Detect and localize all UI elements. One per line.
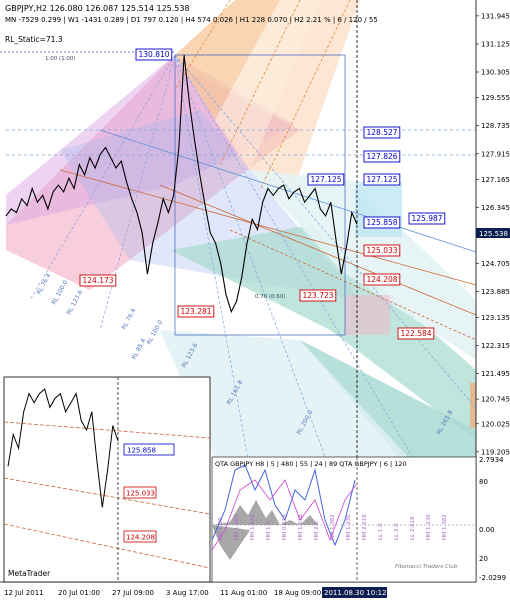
y-tick-label: 127.915	[481, 150, 510, 158]
y-tick-label: 124.705	[481, 260, 510, 268]
level-130810: 130.810	[139, 50, 170, 59]
header-line2: MN -7529 0.299 | W1 -1431 0.289 | D1 797…	[5, 16, 378, 24]
x-tick-label: 11 Aug 01:00	[220, 589, 267, 597]
osc-scale-80: 80	[479, 478, 488, 486]
fan-label: RL 76.4	[121, 307, 138, 331]
y-tick-label: 126.345	[481, 204, 510, 212]
inset-window[interactable]: 125.858 125.033 124.208 MetaTrader	[3, 376, 211, 583]
inset-price-line	[7, 388, 119, 508]
inset-label: MetaTrader	[8, 569, 51, 578]
fan-label: RL 123.6	[66, 289, 85, 316]
y-tick-label: 123.135	[481, 314, 510, 322]
level-127125-box	[363, 173, 401, 186]
header-line1: GBPJPY,H2 126.080 126.087 125.514 125.53…	[5, 4, 190, 13]
level-125987-box	[408, 212, 446, 225]
hh-label: HH 2.618	[362, 514, 368, 540]
oscillator-window[interactable]: QTA GBPJPY H8 | 5 | 480 | 55 | 24 | 89 Q…	[211, 456, 506, 583]
hh-label: HH 1.236	[346, 514, 352, 540]
x-tick-label: 12 Jul 2011	[4, 589, 44, 597]
hh-label: HH 1.00	[218, 517, 224, 540]
level-boxes: 130.810 128.527 127.826 127.125 127.125 125.9…	[79, 48, 446, 340]
y-tick-label: 127.165	[481, 176, 510, 184]
time-axis: 12 Jul 2011 20 Jul 01:00 27 Jul 09:00 3 Aug…	[4, 587, 387, 598]
level-124173-box	[79, 274, 117, 287]
hh-label: HH 2.0	[314, 521, 320, 540]
level-124208-box	[363, 273, 401, 286]
y-tick-label: 131.945	[481, 12, 510, 20]
zones	[6, 0, 476, 470]
level-125987: 125.987	[412, 214, 443, 223]
y-tick-label: 119.205	[481, 448, 510, 456]
level-125033: 125.033	[367, 246, 398, 255]
osc-scale-0: 0.00	[479, 526, 495, 534]
last-price-label: 125.538	[479, 230, 508, 238]
hh-label: HH 1.618	[250, 514, 256, 540]
osc-scale-bot: -2.0299	[479, 574, 506, 582]
y-tick-label: 129.555	[481, 94, 510, 102]
hh-label: HH 1.618	[298, 514, 304, 540]
x-tick-label: 3 Aug 17:00	[166, 589, 209, 597]
y-tick-label: 130.305	[481, 69, 510, 77]
hh-label: LL 3.0	[394, 523, 400, 540]
level-130810-box	[135, 48, 173, 61]
x-tick-label: 20 Jul 01:00	[58, 589, 100, 597]
level-125858-box	[363, 216, 401, 229]
inset-level-3: 124.208	[126, 534, 155, 542]
level-124173: 124.173	[83, 276, 114, 285]
level-122584: 122.584	[401, 329, 432, 338]
level-123281-box	[177, 305, 215, 318]
osc-scale-20: 20	[479, 555, 488, 563]
level-123723: 123.723	[303, 291, 334, 300]
hh-label: HH 0.618	[282, 514, 288, 540]
level-127125-b-box	[307, 173, 345, 186]
level-127826: 127.826	[367, 152, 398, 161]
level-122584-box	[397, 327, 435, 340]
y-tick-label: 122.315	[481, 342, 510, 350]
y-tick-label: 128.735	[481, 122, 510, 130]
x-tick-label: 27 Jul 09:00	[112, 589, 154, 597]
inner-fib-label: 0.70 (0.60)	[255, 294, 286, 300]
level-125033-box	[363, 244, 401, 257]
hh-label: LL 1.0	[378, 523, 384, 540]
x-tick-label: 18 Aug 09:00	[274, 589, 321, 597]
level-127125: 127.125	[367, 175, 398, 184]
y-tick-label: 131.125	[481, 40, 510, 48]
hh-label: HH 1.382	[330, 514, 336, 540]
x-tick-label: 2011.08.30 10:12	[324, 589, 386, 597]
level-123723-box	[299, 289, 337, 302]
hh-label: HH 1.382	[234, 514, 240, 540]
price-axis-bg	[476, 0, 510, 582]
level-127826-box	[363, 150, 401, 163]
hh-label: HH 1.236	[426, 514, 432, 540]
hh-label: LL 2.618	[410, 516, 416, 540]
fan-label: RL 100.0	[51, 279, 70, 306]
time-cursor-marker	[322, 587, 387, 598]
hh-label: HH 1.0	[266, 521, 272, 540]
level-127125-b: 127.125	[311, 175, 342, 184]
y-tick-label: 123.885	[481, 288, 510, 296]
level-128527: 128.527	[367, 128, 398, 137]
y-tick-label: 121.495	[481, 370, 510, 378]
level-124208: 124.208	[367, 275, 398, 284]
fan-label: RL 85.4	[131, 337, 148, 361]
y-tick-label: 120.025	[481, 420, 510, 428]
oscillator-level-labels: HH 1.00 HH 1.382 HH 1.618 HH 1.0 HH 0.618 HH …	[218, 514, 448, 540]
y-tick-label: 120.745	[481, 396, 510, 404]
fib-small-label: 1.00 (1.00)	[45, 56, 76, 62]
osc-scale-top: 2.7934	[479, 456, 504, 464]
fan-label: RL 76.4	[36, 272, 53, 296]
hh-label: HH 1.382	[442, 514, 448, 540]
inset-level-1: 125.858	[127, 447, 156, 455]
level-125858: 125.858	[367, 218, 398, 227]
level-123281: 123.281	[181, 307, 212, 316]
last-price-marker	[476, 228, 510, 238]
level-128527-box	[363, 126, 401, 139]
watermark: Fibonacci Traders Club	[395, 564, 458, 570]
oscillator-title: QTA GBPJPY H8 | 5 | 480 | 55 | 24 | 89 Q…	[215, 460, 407, 468]
inset-level-2: 125.033	[126, 490, 155, 498]
indicator-label: RL_Static=71.3	[5, 35, 63, 44]
price-series-line	[5, 55, 358, 314]
